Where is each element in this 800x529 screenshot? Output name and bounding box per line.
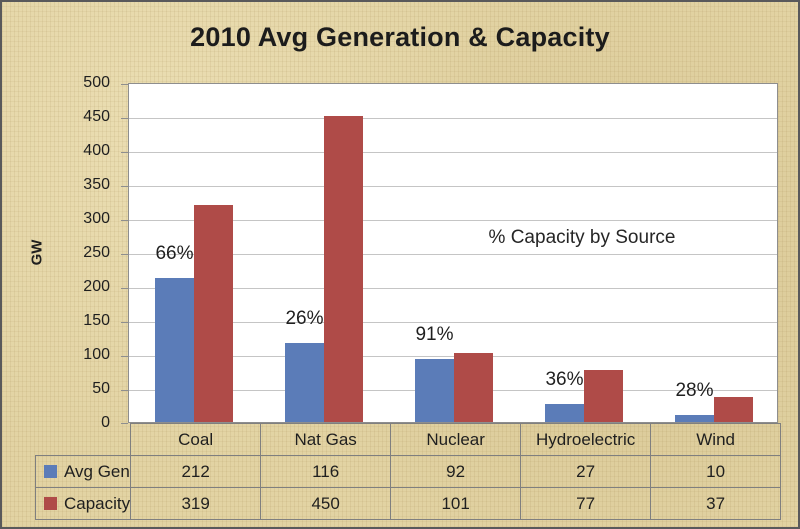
data-table-row: Avg Gen 212 116 92 27 10: [34, 455, 782, 488]
legend-swatch-avg-gen: [44, 464, 57, 478]
y-gridline: [129, 253, 777, 255]
bar-avg-gen: [415, 359, 454, 422]
bar-avg-gen: [675, 415, 714, 422]
y-axis-tick: [121, 356, 128, 357]
y-axis-tick: [121, 152, 128, 153]
data-table-row: Capacity 319 450 101 77 37: [34, 487, 782, 520]
y-tick-label: 400: [83, 142, 110, 159]
bar-capacity: [454, 353, 493, 422]
y-tick-label: 500: [83, 74, 110, 91]
y-axis-tick: [121, 84, 128, 85]
data-table-corner-cell: [36, 424, 131, 456]
y-gridline: [129, 219, 777, 221]
y-axis-tick: [121, 220, 128, 221]
y-tick-label: 0: [101, 414, 110, 431]
y-tick-label: 150: [83, 312, 110, 329]
table-value-cell: 92: [390, 455, 522, 488]
table-value-cell: 116: [260, 455, 392, 488]
table-value-cell: 37: [650, 487, 782, 520]
table-category-header: Coal: [130, 423, 262, 456]
bar-avg-gen: [285, 343, 324, 422]
table-category-header: Hydroelectric: [520, 423, 652, 456]
legend-cell: Capacity: [34, 487, 132, 520]
table-category-header: Nuclear: [390, 423, 522, 456]
bar-avg-gen: [545, 403, 584, 422]
table-value-cell: 319: [130, 487, 262, 520]
bar-percent-label: 91%: [415, 324, 454, 346]
y-axis-tick: [121, 322, 128, 323]
y-tick-label: 250: [83, 244, 110, 261]
y-gridline: [129, 287, 777, 289]
legend-series-name: Capacity: [64, 493, 131, 513]
table-value-cell: 10: [650, 455, 782, 488]
chart-title: 2010 Avg Generation & Capacity: [190, 22, 610, 52]
y-tick-label: 200: [83, 278, 110, 295]
bar-capacity: [194, 205, 233, 422]
y-tick-label: 300: [83, 210, 110, 227]
bar-avg-gen: [155, 277, 194, 422]
table-value-cell: 101: [390, 487, 522, 520]
table-value-cell: 77: [520, 487, 652, 520]
y-axis-tick: [121, 423, 128, 424]
legend-series-name: Avg Gen: [64, 461, 130, 481]
bar-percent-label: 66%: [155, 242, 194, 264]
y-gridline: [129, 355, 777, 357]
annotation-label: % Capacity by Source: [488, 227, 676, 248]
table-value-cell: 450: [260, 487, 392, 520]
y-tick-label: 100: [83, 346, 110, 363]
data-table-header-row: Coal Nat Gas Nuclear Hydroelectric Wind: [36, 423, 782, 456]
y-tick-label: 50: [92, 380, 110, 397]
data-table-body: Coal Nat Gas Nuclear Hydroelectric Wind Avg G…: [34, 423, 782, 520]
bar-capacity: [714, 396, 753, 422]
y-axis-tick: [121, 254, 128, 255]
y-axis: 0 50 100 150 200 250 300 350 400 450 500: [2, 74, 110, 431]
bar-percent-label: 26%: [285, 308, 324, 330]
data-table: Coal Nat Gas Nuclear Hydroelectric Wind Avg G…: [34, 423, 782, 520]
bar-capacity: [584, 369, 623, 422]
bar-percent-label: 28%: [675, 380, 714, 402]
table-category-header: Nat Gas: [260, 423, 392, 456]
table-value-cell: 27: [520, 455, 652, 488]
y-gridline: [129, 151, 777, 153]
y-axis-tick: [121, 390, 128, 391]
legend-swatch-capacity: [44, 496, 57, 510]
y-axis-tick: [121, 186, 128, 187]
y-axis-tick: [121, 118, 128, 119]
y-tick-label: 350: [83, 176, 110, 193]
y-gridline: [129, 117, 777, 119]
bar-percent-label: 36%: [545, 368, 584, 390]
y-gridline: [129, 185, 777, 187]
legend-cell: Avg Gen: [34, 455, 132, 488]
plot-area: % Capacity by Source 66% 26% 91% 36% 28%: [121, 83, 778, 424]
bar-capacity: [324, 116, 363, 422]
y-gridline: [129, 321, 777, 323]
table-value-cell: 212: [130, 455, 262, 488]
y-axis-tick: [121, 288, 128, 289]
table-category-header: Wind: [650, 423, 782, 456]
y-tick-label: 450: [83, 108, 110, 125]
